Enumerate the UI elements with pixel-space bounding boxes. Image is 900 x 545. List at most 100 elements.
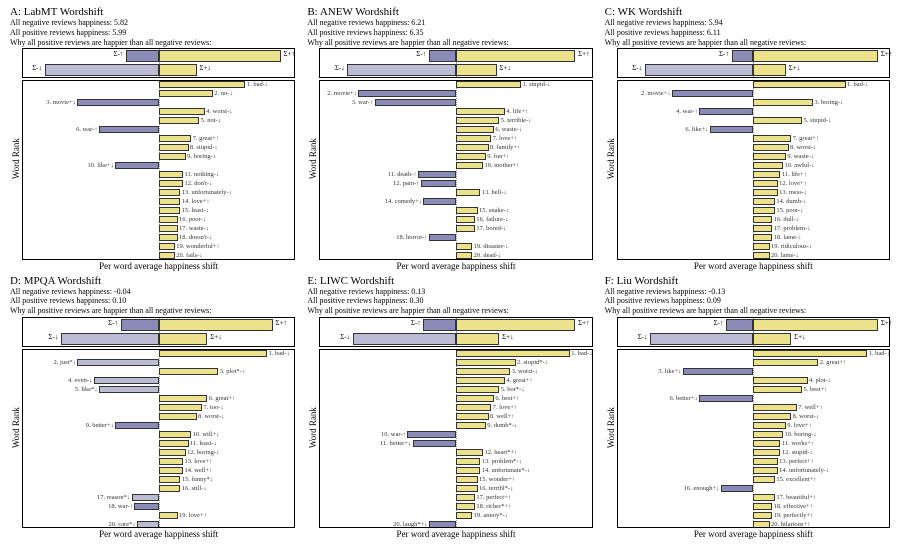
word-label: 20. care*↓ <box>109 520 136 528</box>
why-text: Why all positive reviews are happier tha… <box>307 39 592 48</box>
summary-label: Σ-↓ <box>335 64 345 72</box>
summary-row: Σ-↓Σ+↓ <box>320 332 591 346</box>
word-label: 3. like+↓ <box>658 367 681 376</box>
word-bar <box>753 467 777 474</box>
word-row: 14. unfortunate*-↓ <box>320 466 591 475</box>
word-row: 9. love+↑ <box>618 421 889 430</box>
word-row: 16. terribl*-↓ <box>320 484 591 493</box>
summary-row: Σ-↓Σ+↓ <box>23 63 294 77</box>
summary-bar <box>645 64 754 76</box>
summary-label: Σ-↑ <box>714 319 724 327</box>
word-row: 14. love+↑ <box>23 197 294 206</box>
word-label: 11. better+↓ <box>380 439 411 448</box>
word-label: 18. doesn't-↓ <box>179 233 212 242</box>
word-row: 13. problem*-↓ <box>320 457 591 466</box>
summary-bar <box>423 319 456 331</box>
word-bar <box>77 359 158 366</box>
word-row: 19. disaster-↓ <box>320 242 591 251</box>
word-row: 7. love+↑ <box>320 134 591 143</box>
word-row: 1. bad-↓ <box>618 349 889 358</box>
word-row: 4. plot-↓ <box>618 376 889 385</box>
word-label: 12. don't-↓ <box>184 179 212 188</box>
word-row: 7. too-↓ <box>23 403 294 412</box>
chart-wrap: Word RankΣ-↑Σ+↑Σ-↓Σ+↓1. bad-↓2. no-↓3. m… <box>10 48 295 270</box>
word-label: 20. lame-↓ <box>771 251 799 259</box>
word-label: 9. waste-↓ <box>787 152 814 161</box>
word-label: 6. waste-↓ <box>495 125 522 134</box>
word-label: 15. least-↓ <box>182 206 209 215</box>
word-bar <box>753 440 780 447</box>
word-row: 13. mess-↓ <box>618 188 889 197</box>
word-bar <box>159 108 205 115</box>
panel-title: E: LIWC Wordshift <box>307 275 592 287</box>
word-bar <box>456 503 475 510</box>
word-row: 20. laugh*+↓ <box>320 520 591 528</box>
word-label: 17. perfect+↑ <box>476 493 511 502</box>
word-bar <box>159 153 186 160</box>
summary-label: Σ-↑ <box>411 319 421 327</box>
word-bar <box>753 117 802 124</box>
word-label: 10. awful-↓ <box>785 161 815 170</box>
word-row: 13. perfect+↑ <box>618 457 889 466</box>
summary-label: Σ-↑ <box>114 50 124 58</box>
word-bar <box>753 225 772 232</box>
word-bar <box>456 117 499 124</box>
chart-column: Σ-↑Σ+↑Σ-↓Σ+↓1. bad-↓2. movie+↓3. boring-… <box>617 48 890 270</box>
word-label: 14. unfortunately-↓ <box>779 466 829 475</box>
chart-column: Σ-↑Σ+↑Σ-↓Σ+↓1. bad-↓2. stupid*-↓3. worst… <box>319 317 592 539</box>
word-label: 15. excellent+↑ <box>776 475 816 484</box>
word-bar <box>375 99 456 106</box>
summary-bar <box>456 319 575 331</box>
chart-wrap: Word RankΣ-↑Σ+↑Σ-↓Σ+↓1. bad-↓2. just*↓3.… <box>10 317 295 539</box>
word-bar <box>94 377 159 384</box>
word-label: 9. better+↓ <box>86 421 114 430</box>
word-label: 7. too-↓ <box>203 403 223 412</box>
word-row: 8. worst-↓ <box>618 143 889 152</box>
word-bar <box>456 225 475 232</box>
word-row: 20. lame-↓ <box>618 251 889 259</box>
word-label: 6. like+↓ <box>685 125 708 134</box>
summary-row: Σ-↑Σ+↑ <box>23 318 294 332</box>
word-label: 5. not-↓ <box>201 116 221 125</box>
word-label: 9. dumb*-↓ <box>487 421 517 430</box>
word-label: 3. war-↑ <box>352 98 374 107</box>
summary-bar <box>726 319 753 331</box>
word-row: 19. ridiculous-↓ <box>618 242 889 251</box>
word-bar <box>753 494 775 501</box>
word-label: 8. family+↑ <box>490 143 520 152</box>
word-bar <box>77 99 158 106</box>
word-label: 20. hilarious+↑ <box>771 520 810 528</box>
word-box: 1. bad-↓2. great+↑3. like+↓4. plot-↓5. b… <box>617 349 890 528</box>
neg-happiness: All negative reviews happiness: -0.13 <box>605 288 890 297</box>
word-label: 16. still-↓ <box>182 484 207 493</box>
word-bar <box>456 404 491 411</box>
word-bar <box>456 252 472 259</box>
summary-bar <box>753 319 878 331</box>
word-row: 8. stupid-↓ <box>23 143 294 152</box>
word-row: 13. love+↑ <box>23 457 294 466</box>
word-bar <box>710 126 753 133</box>
word-bar <box>753 386 802 393</box>
word-row: 8. well+↑ <box>320 412 591 421</box>
y-axis-label: Word Rank <box>307 48 319 270</box>
word-row: 17. perfect+↑ <box>320 493 591 502</box>
word-label: 4. great+↑ <box>506 376 532 385</box>
word-row: 12. heart*+↑ <box>320 448 591 457</box>
word-label: 6. better+↓ <box>669 394 697 403</box>
word-bar <box>753 252 769 259</box>
word-bar <box>418 171 456 178</box>
word-label: 13. mess-↓ <box>779 188 807 197</box>
summary-bar <box>753 333 791 345</box>
pos-happiness: All positive reviews happiness: 6.35 <box>307 29 592 38</box>
word-label: 10. war-↑ <box>381 430 406 439</box>
word-bar <box>456 377 505 384</box>
word-label: 2. no-↓ <box>214 89 232 98</box>
word-label: 18. horror-↑ <box>396 233 427 242</box>
chart-wrap: Word RankΣ-↑Σ+↑Σ-↓Σ+↓1. bad-↓2. stupid*-… <box>307 317 592 539</box>
word-bar <box>753 189 777 196</box>
word-label: 20. dead-↓ <box>474 251 501 259</box>
word-label: 14. unfortunate*-↓ <box>482 466 530 475</box>
summary-bar <box>456 333 499 345</box>
word-label: 16. enough+↓ <box>684 484 720 493</box>
y-axis-label: Word Rank <box>605 317 617 539</box>
